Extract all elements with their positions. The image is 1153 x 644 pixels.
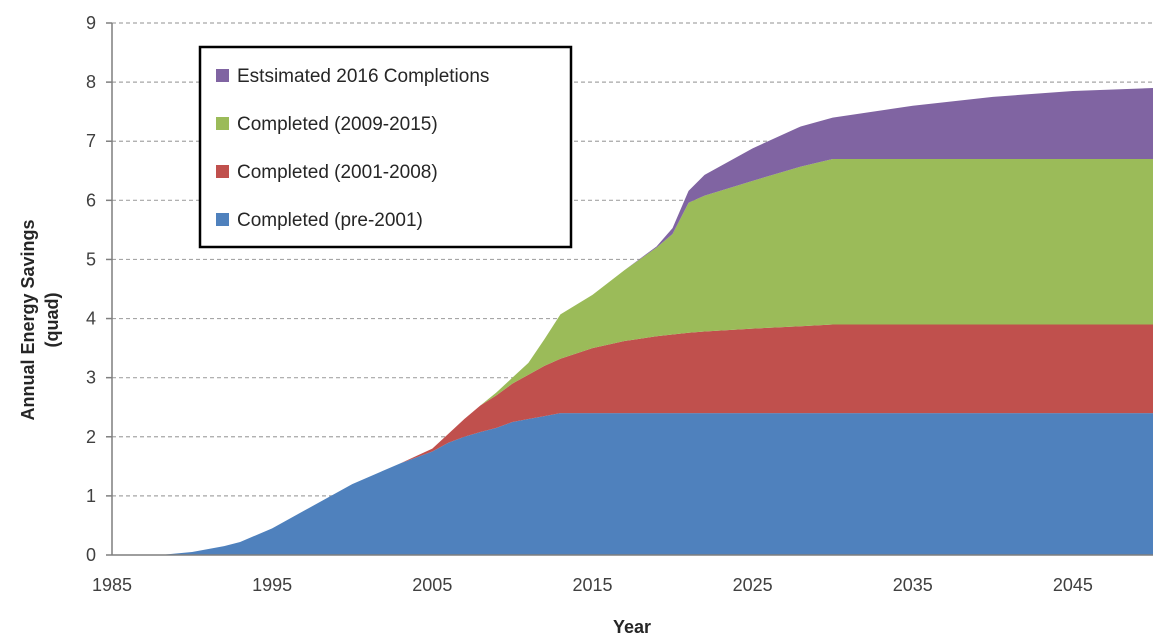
legend-box: [198, 45, 573, 249]
y-tick-label: 1: [86, 486, 96, 506]
plot-areas: [112, 88, 1153, 556]
area-series-estsimated-2016-completions: [112, 88, 1153, 556]
x-tick-label: 1995: [252, 575, 292, 595]
x-tick-label: 2015: [572, 575, 612, 595]
y-tick-label: 9: [86, 13, 96, 33]
x-tick-label: 2035: [893, 575, 933, 595]
legend: Estsimated 2016 Completions Completed (20…: [198, 45, 573, 249]
area-series-completed-pre-2001: [112, 413, 1153, 555]
y-tick-label: 0: [86, 545, 96, 565]
y-axis-title-line-1: Annual Energy Savings: [18, 219, 38, 420]
y-axis-title-line-2: (quad): [42, 293, 62, 348]
legend-swatch: [216, 213, 229, 226]
y-tick-label: 8: [86, 72, 96, 92]
legend-label: Completed (2001-2008): [237, 162, 438, 183]
area-series-completed-2001-2008: [112, 324, 1153, 555]
x-tick-labels: 1985 1995 2005 2015 2025 2035 2045: [92, 575, 1093, 595]
y-tick-label: 4: [86, 309, 96, 329]
y-tick-label: 2: [86, 427, 96, 447]
legend-swatch: [216, 117, 229, 130]
legend-label: Completed (pre-2001): [237, 210, 423, 231]
x-tick-label: 2025: [733, 575, 773, 595]
y-tick-label: 6: [86, 190, 96, 210]
legend-label: Completed (2009-2015): [237, 114, 438, 135]
x-tick-label: 1985: [92, 575, 132, 595]
area-series-completed-2009-2015: [112, 158, 1153, 555]
axes: [106, 22, 1153, 556]
x-tick-label: 2045: [1053, 575, 1093, 595]
y-tick-label: 3: [86, 368, 96, 388]
x-axis-title: Year: [613, 617, 651, 637]
legend-swatch: [216, 69, 229, 82]
y-axis-title: Annual Energy Savings (quad): [18, 219, 62, 420]
legend-label: Estsimated 2016 Completions: [237, 66, 489, 87]
x-tick-label: 2005: [412, 575, 452, 595]
legend-swatch: [216, 165, 229, 178]
y-tick-label: 5: [86, 249, 96, 269]
y-tick-label: 7: [86, 131, 96, 151]
y-tick-labels: 0 1 2 3 4 5 6 7 8 9: [86, 13, 96, 565]
